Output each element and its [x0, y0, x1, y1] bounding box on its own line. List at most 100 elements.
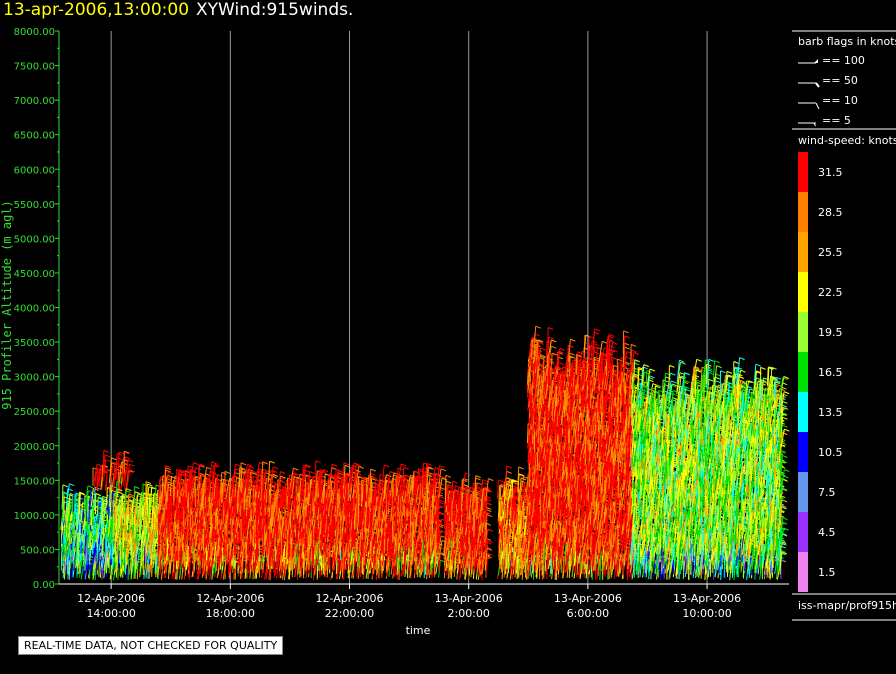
wind-barb — [74, 530, 76, 552]
wind-barb — [139, 506, 143, 526]
barb-flag — [240, 462, 247, 466]
wind-barb — [308, 471, 311, 494]
barb-flag — [137, 493, 143, 497]
wind-barb — [93, 471, 97, 491]
barb-flag — [137, 546, 144, 550]
wind-barb — [68, 494, 71, 515]
wind-barb — [127, 464, 130, 482]
barb-flag — [269, 460, 275, 464]
wind-barb — [159, 484, 162, 508]
barb-flag — [211, 461, 217, 465]
wind-barb — [153, 484, 157, 508]
wind-barb — [302, 465, 304, 488]
barb-flag — [165, 477, 172, 481]
wind-barb — [128, 500, 132, 524]
wind-barb — [166, 481, 169, 502]
barb-flag — [87, 485, 94, 489]
barb-flag — [315, 460, 321, 464]
wind-barb — [101, 537, 104, 557]
barb-flag — [74, 502, 80, 505]
wind-barb — [114, 481, 118, 504]
wind-barb — [142, 518, 146, 539]
wind-barb — [117, 548, 120, 568]
barb-flag — [104, 454, 111, 458]
wind-barb — [80, 503, 83, 522]
wind-barb — [63, 541, 65, 565]
wind-barb — [117, 500, 121, 519]
wind-barb — [61, 517, 65, 536]
wind-barb — [205, 478, 208, 498]
wind-barb — [318, 469, 321, 489]
barb-flag — [117, 491, 123, 495]
wind-barb — [174, 476, 176, 495]
barb-segment-1 — [92, 450, 135, 493]
wind-barb — [164, 469, 166, 489]
barb-flag — [125, 488, 131, 492]
barb-flag — [221, 471, 227, 475]
barb-flag — [105, 459, 111, 463]
wind-barb — [123, 545, 126, 566]
wind-barb — [65, 504, 68, 528]
wind-barb — [102, 450, 105, 474]
barb-flag — [338, 472, 344, 476]
wind-barb — [159, 476, 162, 497]
wind-barb — [157, 547, 160, 567]
wind-barb — [224, 525, 226, 547]
wind-barb — [213, 464, 216, 484]
wind-barb — [115, 453, 118, 477]
barb-flag — [124, 451, 130, 455]
barb-flag — [343, 462, 350, 466]
barb-flag — [147, 483, 153, 487]
wind-barb — [157, 534, 161, 554]
wind-barb — [116, 496, 121, 514]
wind-barb — [149, 487, 153, 508]
wind-barb — [108, 465, 114, 488]
barb-flag — [111, 457, 117, 461]
wind-barb — [342, 462, 345, 486]
wind-barb — [70, 536, 76, 558]
wind-barb — [117, 451, 120, 473]
wind-barb — [170, 532, 172, 551]
wind-barb — [166, 472, 169, 492]
barb-flag — [95, 493, 101, 497]
barb-flag — [125, 456, 131, 460]
barb-flag — [293, 467, 299, 471]
barb-flag — [224, 470, 231, 474]
wind-barb — [92, 516, 96, 536]
wind-barb — [99, 466, 102, 487]
wind-barb — [66, 483, 70, 501]
barb-flag — [118, 451, 125, 455]
barb-flag — [180, 469, 186, 473]
wind-barb — [131, 514, 135, 535]
barb-flag — [80, 492, 86, 496]
wind-barb — [122, 526, 125, 549]
barb-flag — [124, 450, 130, 454]
wind-barb — [103, 459, 107, 482]
wind-barb — [158, 539, 163, 557]
barb-flag — [103, 450, 109, 453]
wind-barb — [77, 550, 80, 569]
datetime-title: 13-apr-2006,13:00:00 — [3, 0, 190, 20]
wind-barb — [133, 495, 138, 517]
wind-barb — [127, 493, 130, 515]
wind-barb — [130, 536, 133, 560]
wind-barb — [238, 546, 241, 567]
wind-barb — [176, 540, 178, 561]
wind-barb — [109, 490, 112, 513]
barb-segment-3 — [157, 460, 448, 581]
wind-barb — [164, 493, 167, 513]
wind-barb — [171, 521, 175, 540]
wind-barb — [139, 492, 142, 516]
barb-flag — [165, 465, 171, 468]
barb-flag — [165, 469, 171, 473]
wind-barb — [364, 480, 367, 499]
wind-barb — [106, 491, 111, 511]
wind-barb — [115, 537, 120, 557]
wind-barb — [127, 558, 130, 581]
wind-barb — [161, 475, 164, 499]
wind-barb — [156, 503, 159, 522]
wind-barb — [158, 543, 163, 562]
barb-flag — [110, 485, 116, 489]
wind-barb — [111, 519, 114, 540]
wind-barb — [84, 534, 87, 555]
